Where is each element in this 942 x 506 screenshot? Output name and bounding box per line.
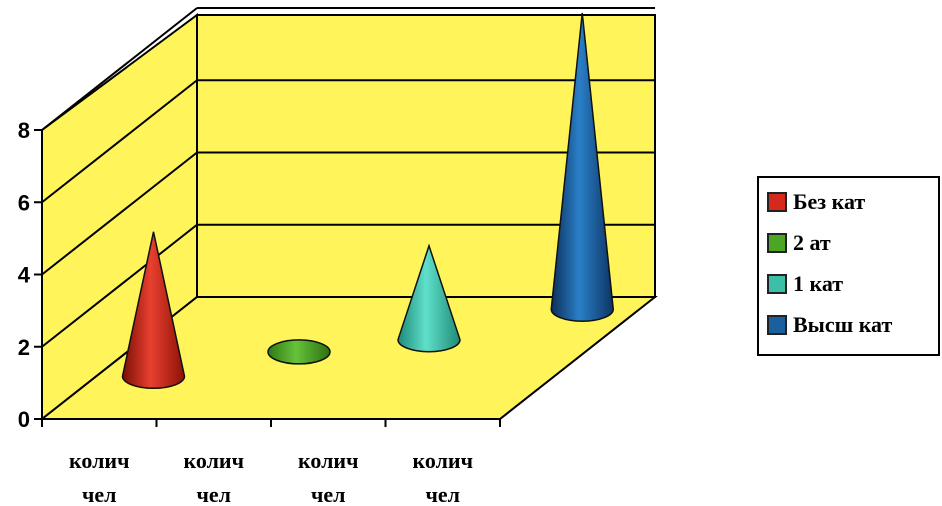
- legend-label: Без кат: [793, 189, 866, 214]
- legend-swatch: [767, 192, 787, 212]
- cone-1-кат: [397, 243, 461, 353]
- legend-item: Без кат: [767, 186, 865, 218]
- legend-label: 1 кат: [793, 271, 844, 296]
- legend-swatch: [767, 274, 787, 294]
- x-tick-label: колич чел: [412, 448, 473, 506]
- cone-2-ат: [267, 339, 331, 365]
- cone-без-кат: [121, 231, 186, 390]
- legend-label: Высш кат: [793, 312, 893, 337]
- gridline-side: [41, 151, 198, 276]
- x-tick-label: колич чел: [69, 448, 130, 506]
- x-tick-label: колич чел: [183, 448, 244, 506]
- legend-label: 2 ат: [793, 230, 831, 255]
- x-tick-label: колич чел: [298, 448, 359, 506]
- y-tick-label: 6: [18, 190, 30, 215]
- legend-swatch: [767, 315, 787, 335]
- y-tick-label: 4: [18, 263, 31, 288]
- x-ticks: колич чел колич чел колич чел колич чел: [41, 419, 501, 506]
- legend-swatch: [767, 233, 787, 253]
- chart: 0 2 4 6 8 колич чел колич чел колич чел колич чел: [18, 7, 658, 506]
- gridline-side: [41, 79, 198, 204]
- y-tick-label: 0: [18, 407, 30, 432]
- y-tick-label: 8: [18, 118, 30, 143]
- cones: [121, 12, 615, 390]
- legend: Без кат 2 ат 1 кат Высш кат: [757, 176, 940, 356]
- gridline-side: [41, 7, 198, 131]
- y-ticks: 0 2 4 6 8: [18, 118, 42, 432]
- gridline-side: [41, 223, 198, 348]
- legend-item: 2 ат: [767, 227, 831, 259]
- legend-item: Высш кат: [767, 309, 892, 341]
- y-tick-label: 2: [18, 335, 30, 360]
- legend-item: 1 кат: [767, 268, 843, 300]
- cone-высш-кат: [550, 12, 615, 322]
